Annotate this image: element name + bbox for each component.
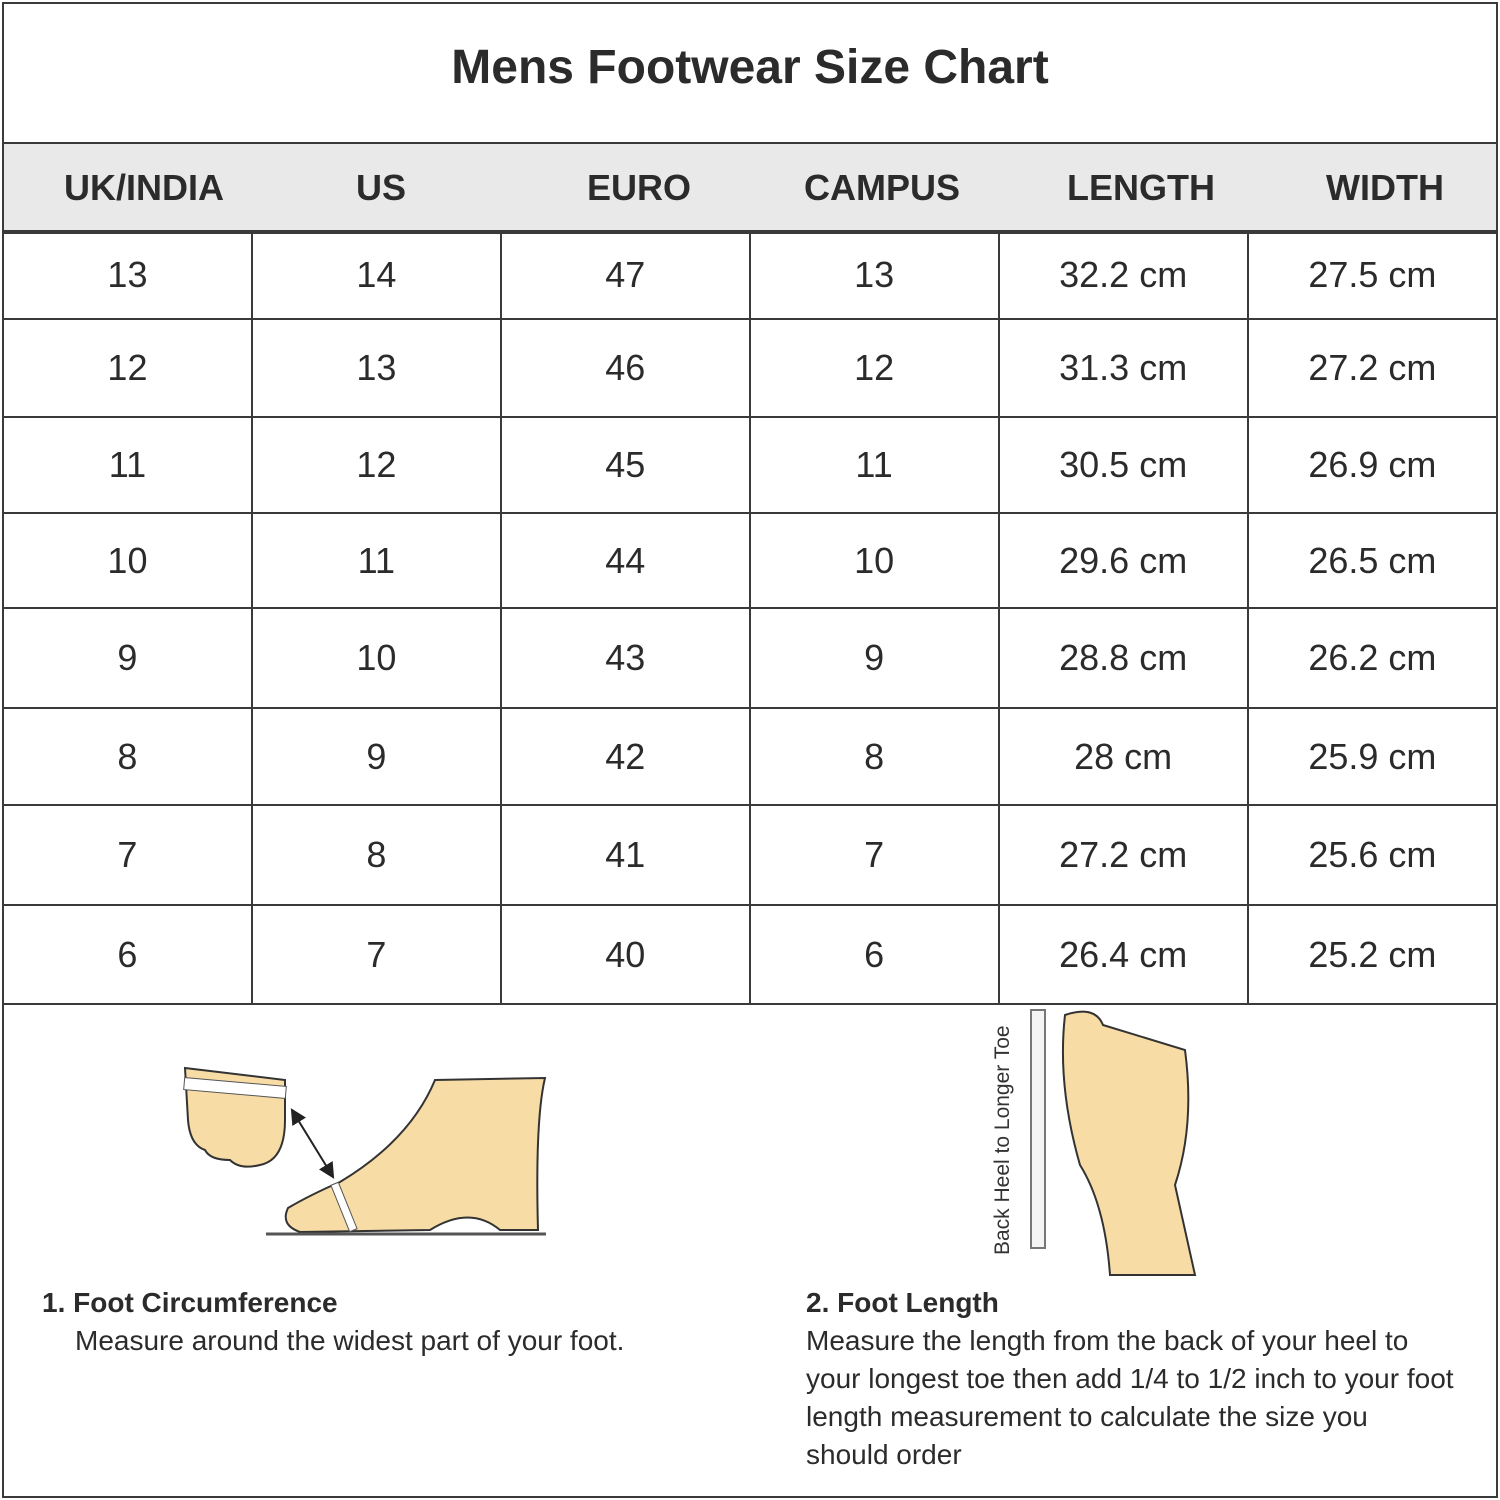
table-cell: 32.2 cm	[997, 230, 1249, 320]
table-row: 9 10 43 9 28.8 cm 26.2 cm	[2, 607, 1499, 709]
table-cell: 10	[250, 607, 502, 709]
foot-top-icon	[1061, 1010, 1197, 1276]
ruler-icon	[1030, 1009, 1046, 1249]
table-cell: 43	[499, 607, 751, 709]
table-header: UK/INDIA US EURO CAMPUS LENGTH WIDTH	[4, 142, 1496, 234]
header-uk-india: UK/INDIA	[64, 167, 224, 208]
table-cell: 6	[2, 904, 253, 1005]
table-cell: 7	[2, 804, 253, 906]
table-cell: 40	[499, 904, 751, 1005]
table-cell: 27.5 cm	[1246, 230, 1499, 320]
toes-icon	[183, 1066, 287, 1168]
table-cell: 11	[748, 416, 1000, 514]
table-cell: 28.8 cm	[997, 607, 1249, 709]
table-cell: 26.5 cm	[1246, 512, 1499, 609]
table-cell: 9	[748, 607, 1000, 709]
instruction-foot-length: 2. Foot Length Measure the length from t…	[806, 1284, 1456, 1474]
table-cell: 8	[748, 707, 1000, 806]
table-row: 8 9 42 8 28 cm 25.9 cm	[2, 707, 1499, 806]
table-cell: 25.2 cm	[1246, 904, 1499, 1005]
table-cell: 26.2 cm	[1246, 607, 1499, 709]
table-cell: 6	[748, 904, 1000, 1005]
side-foot-icon	[284, 1076, 547, 1234]
table-cell: 12	[250, 416, 502, 514]
table-cell: 31.3 cm	[997, 318, 1249, 418]
table-cell: 26.9 cm	[1246, 416, 1499, 514]
header-us: US	[355, 167, 406, 208]
table-cell: 11	[2, 416, 253, 514]
table-cell: 28 cm	[997, 707, 1249, 806]
table-cell: 13	[2, 230, 253, 320]
table-cell: 8	[250, 804, 502, 906]
table-cell: 30.5 cm	[997, 416, 1249, 514]
table-cell: 41	[499, 804, 751, 906]
size-table: 13 14 47 13 32.2 cm 27.5 cm 12 13 46 12 31.3 cm 27.…	[2, 230, 1499, 1005]
table-cell: 7	[250, 904, 502, 1005]
foot-length-illustration: Back Heel to Longer Toe	[991, 1009, 1197, 1276]
table-cell: 13	[748, 230, 1000, 320]
table-cell: 13	[250, 318, 502, 418]
table-cell: 10	[748, 512, 1000, 609]
table-cell: 10	[2, 512, 253, 609]
table-cell: 44	[499, 512, 751, 609]
table-cell: 25.6 cm	[1246, 804, 1499, 906]
table-cell: 7	[748, 804, 1000, 906]
table-cell: 29.6 cm	[997, 512, 1249, 609]
table-row: 7 8 41 7 27.2 cm 25.6 cm	[2, 804, 1499, 906]
instruction-text: Measure around the widest part of your f…	[75, 1325, 625, 1356]
table-cell: 25.9 cm	[1246, 707, 1499, 806]
table-cell: 9	[2, 607, 253, 709]
table-row: 11 12 45 11 30.5 cm 26.9 cm	[2, 416, 1499, 514]
table-row: 12 13 46 12 31.3 cm 27.2 cm	[2, 318, 1499, 418]
table-row: 6 7 40 6 26.4 cm 25.2 cm	[2, 904, 1499, 1005]
table-cell: 27.2 cm	[1246, 318, 1499, 418]
table-cell: 45	[499, 416, 751, 514]
table-cell: 14	[250, 230, 502, 320]
header-campus: CAMPUS	[803, 167, 960, 208]
page-title: Mens Footwear Size Chart	[451, 41, 1049, 94]
header-euro: EURO	[586, 167, 691, 208]
arrow-icon	[290, 1108, 335, 1179]
table-cell: 12	[2, 318, 253, 418]
table-cell: 9	[250, 707, 502, 806]
foot-circumference-illustration	[183, 1066, 547, 1236]
table-cell: 46	[499, 318, 751, 418]
table-row: 10 11 44 10 29.6 cm 26.5 cm	[2, 512, 1499, 609]
table-cell: 47	[499, 230, 751, 320]
table-cell: 11	[250, 512, 502, 609]
table-row: 13 14 47 13 32.2 cm 27.5 cm	[2, 230, 1499, 320]
table-cell: 26.4 cm	[997, 904, 1249, 1005]
instruction-foot-circumference: 1. Foot Circumference Measure around the…	[42, 1284, 722, 1360]
table-cell: 27.2 cm	[997, 804, 1249, 906]
table-cell: 8	[2, 707, 253, 806]
table-cell: 42	[499, 707, 751, 806]
ruler-label: Back Heel to Longer Toe	[991, 1025, 1014, 1255]
instruction-heading: 1. Foot Circumference	[42, 1287, 338, 1318]
instruction-heading: 2. Foot Length	[806, 1287, 999, 1318]
header-width: WIDTH	[1326, 167, 1444, 208]
instruction-text: Measure the length from the back of your…	[806, 1325, 1454, 1470]
header-length: LENGTH	[1067, 167, 1215, 208]
table-cell: 12	[748, 318, 1000, 418]
